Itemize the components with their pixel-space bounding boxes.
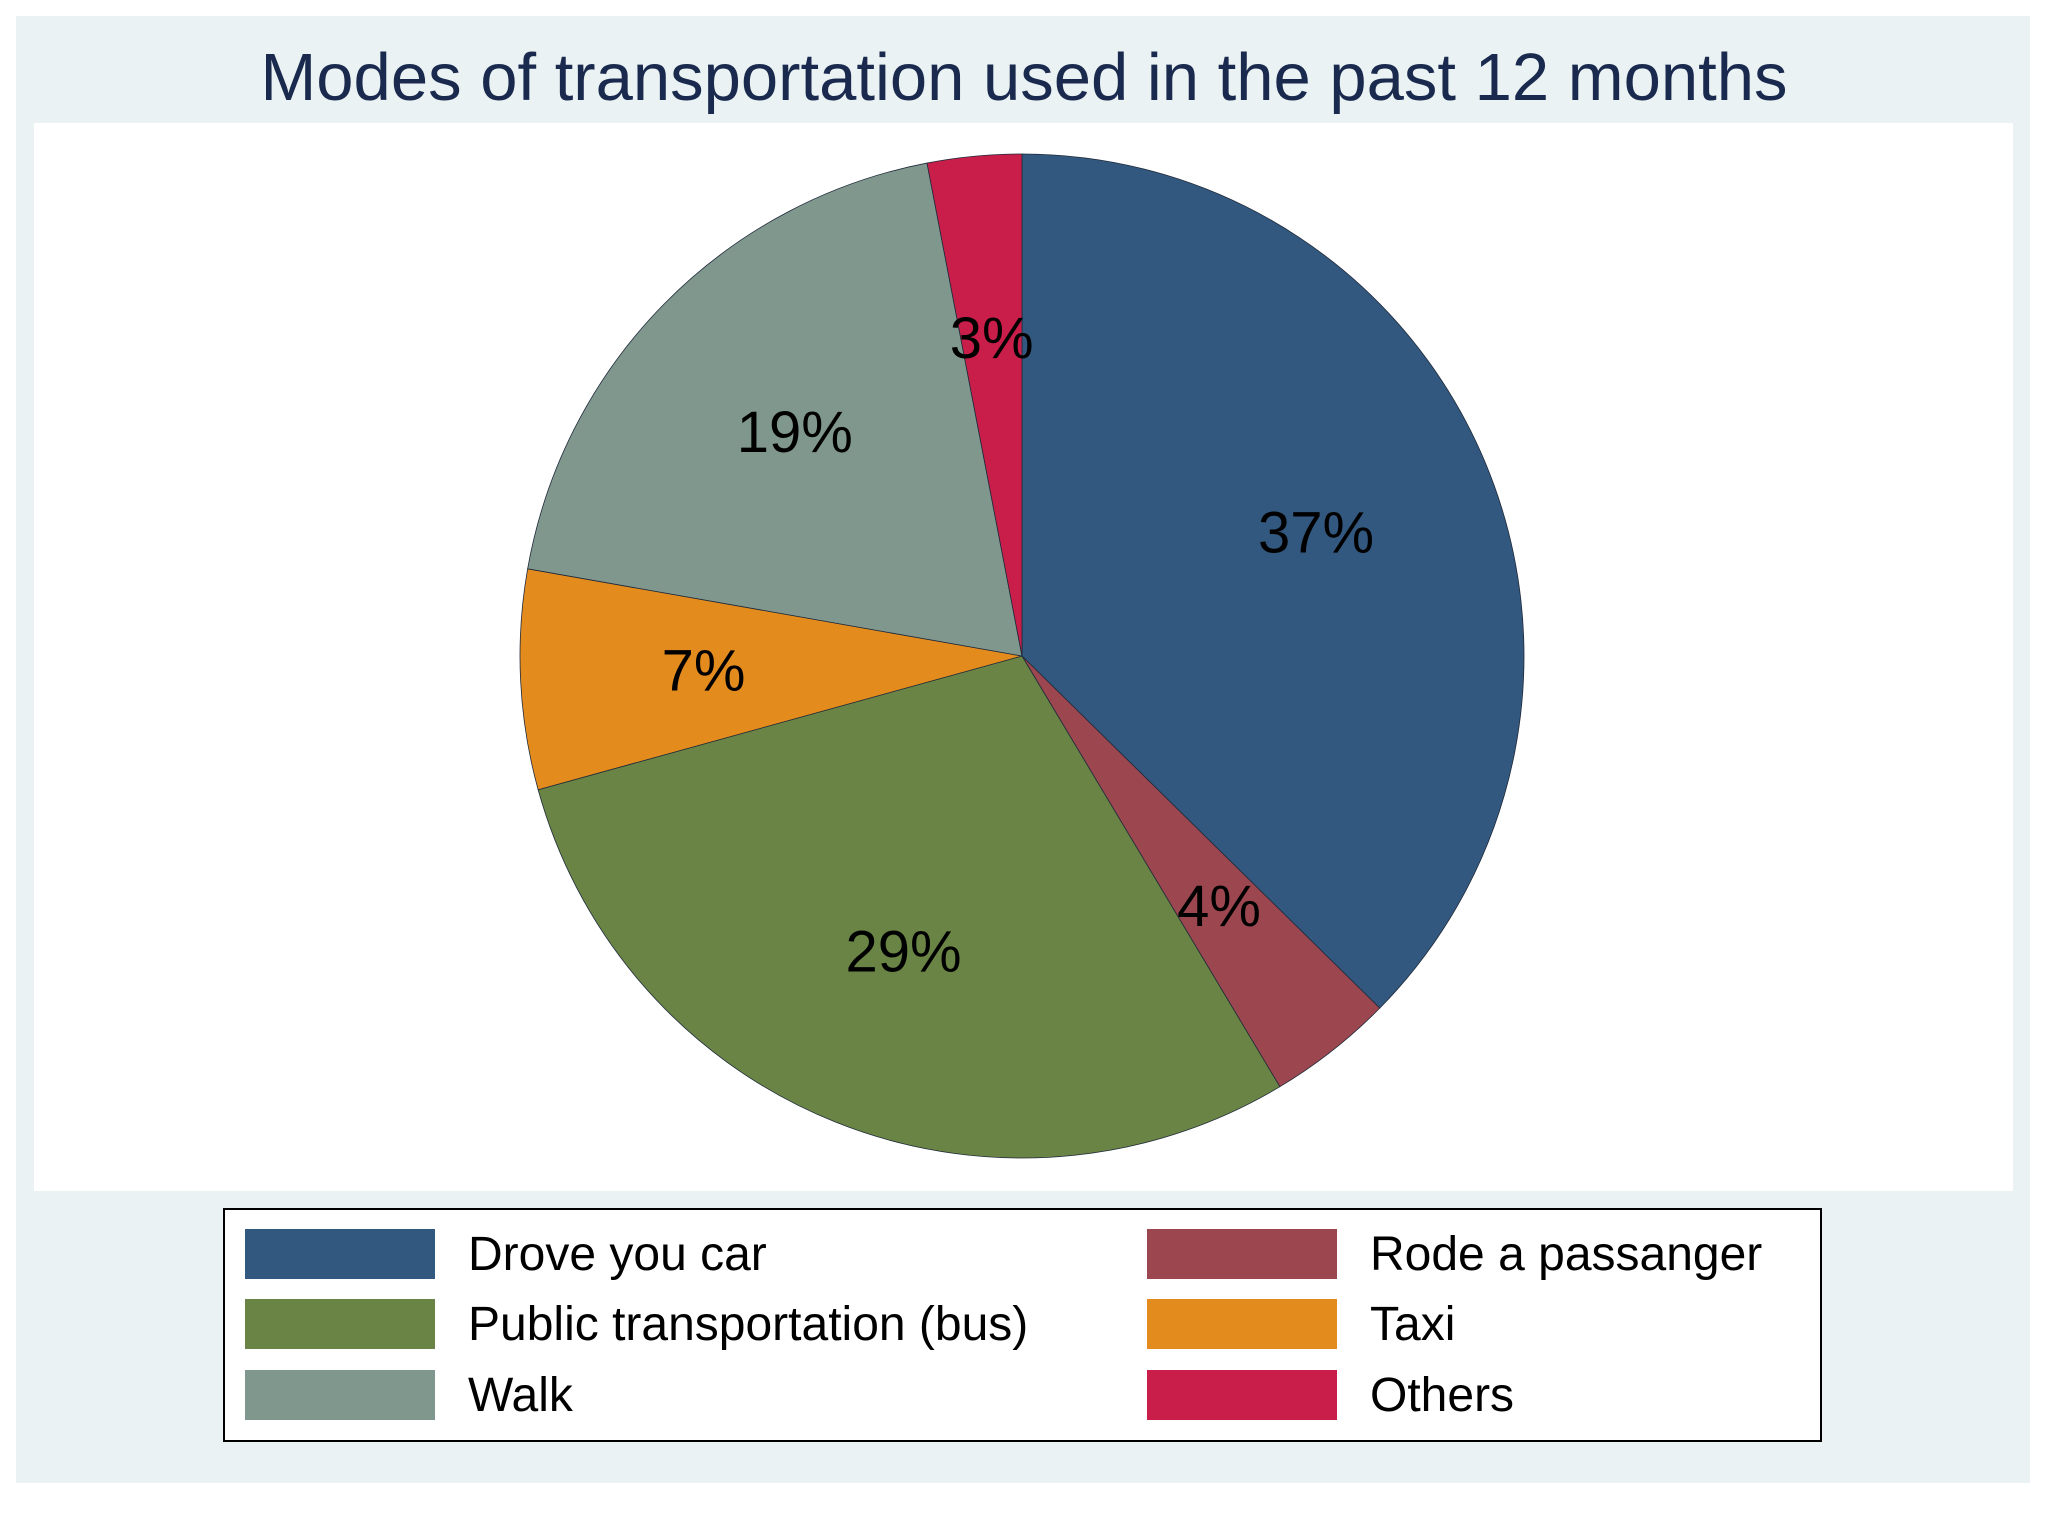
legend-label: Drove you car	[468, 1227, 767, 1281]
legend-item-public-transportation-bus: Public transportation (bus)	[245, 1297, 1029, 1351]
pie-slice-public-transportation-bus	[537, 655, 1281, 1159]
legend-swatch	[245, 1229, 435, 1279]
pie-slice-walk	[527, 162, 1023, 657]
legend-item-walk: Walk	[245, 1368, 573, 1422]
pie-slice-taxi	[519, 568, 1023, 791]
legend-item-rode-a-passanger: Rode a passanger	[1147, 1227, 1763, 1281]
legend-label: Taxi	[1370, 1297, 1456, 1351]
legend-label: Walk	[468, 1368, 573, 1422]
legend-swatch	[1147, 1299, 1337, 1349]
legend-swatch	[245, 1299, 435, 1349]
legend-label: Others	[1370, 1368, 1515, 1422]
pie-slice-drove-you-car	[1021, 153, 1525, 1009]
slice-label-others: 3%	[950, 306, 1034, 371]
legend: Drove you car Rode a passanger Public tran…	[223, 1208, 1822, 1442]
slice-label-walk: 19%	[737, 400, 853, 465]
slice-label-public-transportation-bus: 29%	[845, 919, 961, 984]
legend-swatch	[1147, 1229, 1337, 1279]
legend-label: Rode a passanger	[1370, 1227, 1763, 1281]
slice-label-rode-a-passanger: 4%	[1177, 874, 1261, 939]
legend-swatch	[245, 1370, 435, 1420]
slice-label-drove-you-car: 37%	[1258, 500, 1374, 565]
legend-label: Public transportation (bus)	[468, 1297, 1029, 1351]
legend-item-drove-you-car: Drove you car	[245, 1227, 767, 1281]
legend-item-others: Others	[1147, 1368, 1515, 1422]
chart-title: Modes of transportation used in the past…	[260, 40, 1788, 115]
legend-item-taxi: Taxi	[1147, 1297, 1456, 1351]
legend-swatch	[1147, 1370, 1337, 1420]
pie-slice-others	[926, 153, 1023, 657]
slice-label-taxi: 7%	[662, 639, 746, 704]
